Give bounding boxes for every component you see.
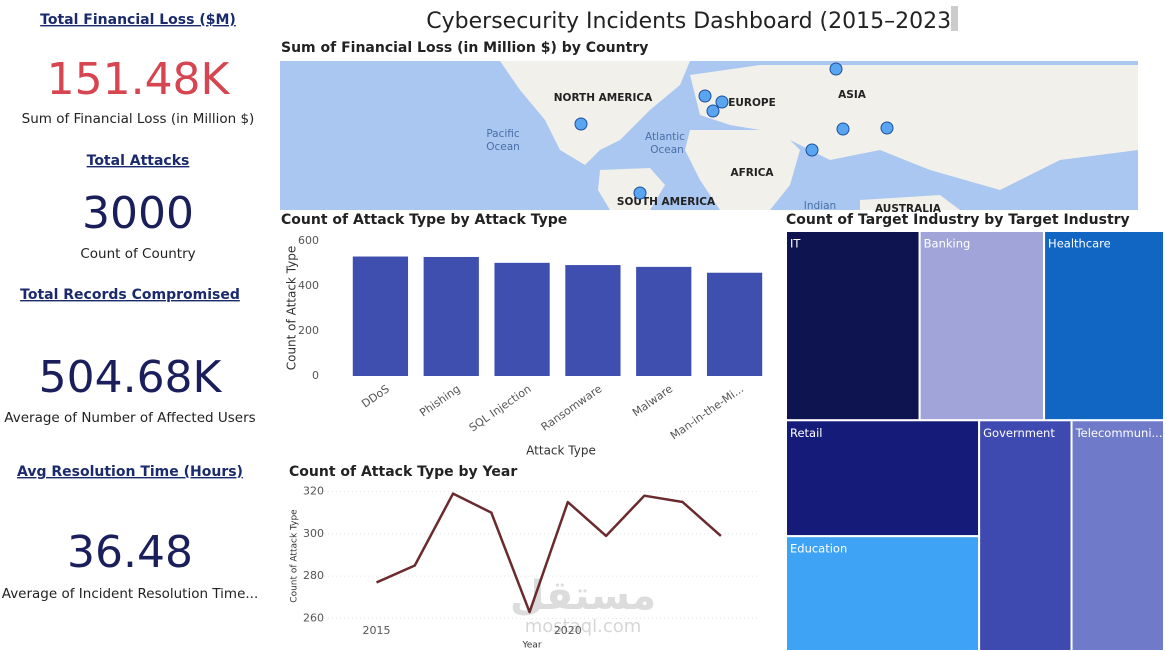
y-tick-label: 300 <box>303 527 324 540</box>
card-label: Average of Incident Resolution Time... <box>2 586 259 602</box>
land <box>500 61 1138 210</box>
card-label: Average of Number of Affected Users <box>4 410 255 426</box>
bar <box>423 256 479 376</box>
watermark: مستقل <box>510 573 656 619</box>
tile-label: Government <box>983 426 1055 440</box>
tile-label: Healthcare <box>1048 237 1111 251</box>
y-tick-label: 320 <box>303 484 324 497</box>
x-tick-label: 2015 <box>363 624 391 637</box>
map-label: EUROPE <box>728 97 776 109</box>
x-axis-title: Attack Type <box>526 444 596 458</box>
card-value: 36.48 <box>67 527 193 578</box>
card-title: Total Financial Loss ($M) <box>40 12 236 28</box>
map-label: AFRICA <box>730 167 774 179</box>
y-tick-label: 0 <box>312 369 319 382</box>
card-value: 151.48K <box>47 54 231 105</box>
tile-label: IT <box>790 237 801 251</box>
treemap-tile <box>785 419 981 538</box>
map-label: Atlantic <box>645 131 685 143</box>
treemap-tile <box>1043 230 1166 422</box>
tile-label: Education <box>790 542 847 556</box>
tile-label: Telecommuni... <box>1075 426 1163 440</box>
title-bar <box>951 6 958 31</box>
bar <box>494 262 550 376</box>
line <box>376 492 722 614</box>
bar <box>706 272 763 376</box>
treemap-tile <box>785 230 921 422</box>
card-title: Total Attacks <box>87 153 190 169</box>
card-label: Sum of Financial Loss (in Million $) <box>22 111 255 127</box>
x-tick-label: 2020 <box>554 624 582 637</box>
map-title: Sum of Financial Loss (in Million $) by … <box>281 40 648 56</box>
tile-label: Banking <box>924 237 971 251</box>
card-title: Avg Resolution Time (Hours) <box>17 464 243 480</box>
card-label: Count of Country <box>80 246 195 262</box>
chart-title: Count of Attack Type by Attack Type <box>281 212 567 228</box>
y-tick-label: 400 <box>298 279 319 292</box>
treemap-tile <box>918 230 1046 422</box>
y-tick-label: 280 <box>303 569 324 582</box>
y-axis-title: Count of Attack Type <box>290 509 300 603</box>
card-title: Total Records Compromised <box>20 287 240 303</box>
bar <box>636 266 692 376</box>
y-tick-label: 600 <box>298 234 319 247</box>
map-bubbles <box>574 62 894 200</box>
y-axis-title: Count of Attack Type <box>285 246 299 371</box>
treemap-tile <box>978 419 1073 651</box>
map-label: Indian <box>804 200 836 212</box>
card-value: 504.68K <box>39 352 223 403</box>
map-label: ASIA <box>838 89 867 101</box>
treemap-tile <box>1070 419 1166 651</box>
map-label: NORTH AMERICA <box>554 92 653 104</box>
map-label: AUSTRALIA <box>875 203 942 215</box>
bar <box>352 256 409 376</box>
chart-title: Count of Attack Type by Year <box>289 464 517 480</box>
map-label: Ocean <box>486 141 520 153</box>
dashboard-title: Cybersecurity Incidents Dashboard (2015–… <box>426 9 959 34</box>
chart-title: Count of Target Industry by Target Indus… <box>786 212 1130 228</box>
map-label: Ocean <box>650 144 684 156</box>
map-label: SOUTH AMERICA <box>617 196 716 208</box>
tile-label: Retail <box>790 426 823 440</box>
y-tick-label: 200 <box>298 324 319 337</box>
map-label: Pacific <box>486 128 520 140</box>
y-tick-label: 260 <box>303 611 324 624</box>
card-value: 3000 <box>82 188 194 239</box>
bar <box>565 265 621 376</box>
watermark: mostaql.com <box>525 616 642 637</box>
x-axis-title: Year <box>521 641 541 651</box>
